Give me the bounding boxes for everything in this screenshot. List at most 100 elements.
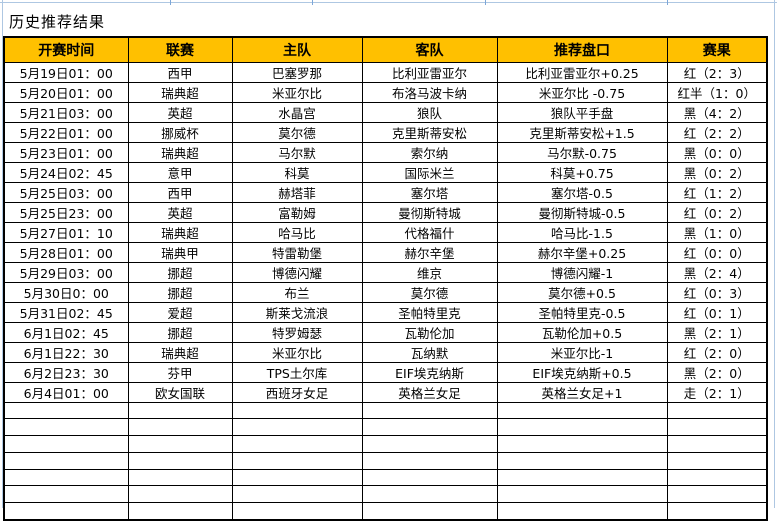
cell-result[interactable]: 走（2：1） <box>666 381 768 403</box>
cell-home-team[interactable]: 米亚尔比 <box>231 341 363 363</box>
cell-result[interactable]: 黑（2：4） <box>666 261 768 283</box>
cell-handicap[interactable]: 博德闪耀-1 <box>496 261 668 283</box>
empty-cell[interactable] <box>3 418 129 437</box>
cell-handicap[interactable]: 马尔默-0.75 <box>496 141 668 163</box>
empty-cell[interactable] <box>127 502 233 521</box>
cell-away-team[interactable]: 克里斯蒂安松 <box>361 121 498 143</box>
cell-home-team[interactable]: 莫尔德 <box>231 121 363 143</box>
cell-result[interactable]: 黑（0：2） <box>666 161 768 183</box>
header-cell-time[interactable]: 开赛时间 <box>3 36 129 63</box>
cell-league[interactable]: 挪威杯 <box>127 121 233 143</box>
cell-time[interactable]: 5月25日23：00 <box>3 201 129 223</box>
cell-time[interactable]: 6月2日23：30 <box>3 361 129 383</box>
cell-result[interactable]: 黑（2：1） <box>666 321 768 343</box>
header-cell-away[interactable]: 客队 <box>361 36 498 63</box>
empty-cell[interactable] <box>666 468 768 487</box>
empty-cell[interactable] <box>496 468 668 487</box>
empty-cell[interactable] <box>361 468 498 487</box>
cell-handicap[interactable]: 狼队平手盘 <box>496 101 668 123</box>
cell-home-team[interactable]: 巴塞罗那 <box>231 61 363 83</box>
empty-cell[interactable] <box>127 418 233 437</box>
empty-cell[interactable] <box>361 435 498 453</box>
cell-time[interactable]: 5月23日01：00 <box>3 141 129 163</box>
header-cell-league[interactable]: 联赛 <box>127 36 233 63</box>
empty-cell[interactable] <box>666 401 768 420</box>
cell-away-team[interactable]: 曼彻斯特城 <box>361 201 498 223</box>
cell-home-team[interactable]: 博德闪耀 <box>231 261 363 283</box>
cell-away-team[interactable]: 布洛马波卡纳 <box>361 81 498 103</box>
cell-home-team[interactable]: 科莫 <box>231 161 363 183</box>
cell-league[interactable]: 西甲 <box>127 181 233 203</box>
empty-cell[interactable] <box>3 401 129 420</box>
empty-cell[interactable] <box>666 485 768 504</box>
cell-result[interactable]: 红（2：3） <box>666 61 768 83</box>
cell-league[interactable]: 瑞典超 <box>127 221 233 243</box>
cell-handicap[interactable]: 曼彻斯特城-0.5 <box>496 201 668 223</box>
cell-home-team[interactable]: 斯莱戈流浪 <box>231 301 363 323</box>
cell-handicap[interactable]: 米亚尔比 -0.75 <box>496 81 668 103</box>
cell-time[interactable]: 5月27日01：10 <box>3 221 129 243</box>
empty-cell[interactable] <box>127 435 233 453</box>
empty-cell[interactable] <box>127 485 233 504</box>
cell-home-team[interactable]: 哈马比 <box>231 221 363 243</box>
cell-time[interactable]: 5月19日01：00 <box>3 61 129 83</box>
cell-result[interactable]: 红（2：2） <box>666 121 768 143</box>
cell-result[interactable]: 红半（1：0） <box>666 81 768 103</box>
cell-handicap[interactable]: 米亚尔比-1 <box>496 341 668 363</box>
cell-time[interactable]: 5月28日01：00 <box>3 241 129 263</box>
cell-league[interactable]: 意甲 <box>127 161 233 183</box>
cell-away-team[interactable]: EIF埃克纳斯 <box>361 361 498 383</box>
empty-cell[interactable] <box>3 502 129 521</box>
cell-time[interactable]: 6月4日01：00 <box>3 381 129 403</box>
empty-cell[interactable] <box>3 435 129 453</box>
empty-cell[interactable] <box>231 502 363 521</box>
cell-handicap[interactable]: 塞尔塔-0.5 <box>496 181 668 203</box>
empty-cell[interactable] <box>3 468 129 487</box>
cell-home-team[interactable]: 富勒姆 <box>231 201 363 223</box>
cell-home-team[interactable]: 特雷勒堡 <box>231 241 363 263</box>
empty-cell[interactable] <box>231 435 363 453</box>
empty-cell[interactable] <box>496 435 668 453</box>
cell-time[interactable]: 5月20日01：00 <box>3 81 129 103</box>
empty-cell[interactable] <box>231 451 363 470</box>
cell-home-team[interactable]: 米亚尔比 <box>231 81 363 103</box>
empty-cell[interactable] <box>231 468 363 487</box>
cell-away-team[interactable]: 瓦勒伦加 <box>361 321 498 343</box>
empty-cell[interactable] <box>127 401 233 420</box>
cell-away-team[interactable]: 维京 <box>361 261 498 283</box>
cell-result[interactable]: 黑（0：0） <box>666 141 768 163</box>
cell-home-team[interactable]: 马尔默 <box>231 141 363 163</box>
cell-league[interactable]: 西甲 <box>127 61 233 83</box>
cell-away-team[interactable]: 瓦纳默 <box>361 341 498 363</box>
cell-time[interactable]: 5月24日02：45 <box>3 161 129 183</box>
empty-cell[interactable] <box>666 451 768 470</box>
cell-handicap[interactable]: 莫尔德+0.5 <box>496 281 668 303</box>
cell-league[interactable]: 芬甲 <box>127 361 233 383</box>
header-cell-home[interactable]: 主队 <box>231 36 363 63</box>
cell-time[interactable]: 6月1日22：30 <box>3 341 129 363</box>
empty-cell[interactable] <box>361 485 498 504</box>
cell-home-team[interactable]: 赫塔菲 <box>231 181 363 203</box>
cell-handicap[interactable]: 圣帕特里克-0.5 <box>496 301 668 323</box>
cell-home-team[interactable]: 西班牙女足 <box>231 381 363 403</box>
empty-cell[interactable] <box>666 435 768 453</box>
cell-time[interactable]: 5月30日0：00 <box>3 281 129 303</box>
cell-handicap[interactable]: 赫尔辛堡+0.25 <box>496 241 668 263</box>
empty-cell[interactable] <box>361 502 498 521</box>
cell-handicap[interactable]: 瓦勒伦加+0.5 <box>496 321 668 343</box>
empty-cell[interactable] <box>496 418 668 437</box>
empty-cell[interactable] <box>231 485 363 504</box>
cell-league[interactable]: 爱超 <box>127 301 233 323</box>
cell-away-team[interactable]: 索尔纳 <box>361 141 498 163</box>
cell-league[interactable]: 瑞典超 <box>127 141 233 163</box>
cell-result[interactable]: 黑（1：0） <box>666 221 768 243</box>
cell-league[interactable]: 瑞典超 <box>127 81 233 103</box>
cell-time[interactable]: 5月31日02：45 <box>3 301 129 323</box>
cell-time[interactable]: 5月29日03：00 <box>3 261 129 283</box>
cell-result[interactable]: 红（1：2） <box>666 181 768 203</box>
cell-away-team[interactable]: 比利亚雷亚尔 <box>361 61 498 83</box>
cell-time[interactable]: 5月21日03：00 <box>3 101 129 123</box>
cell-result[interactable]: 红（0：0） <box>666 241 768 263</box>
cell-result[interactable]: 黑（2：0） <box>666 361 768 383</box>
empty-cell[interactable] <box>496 485 668 504</box>
